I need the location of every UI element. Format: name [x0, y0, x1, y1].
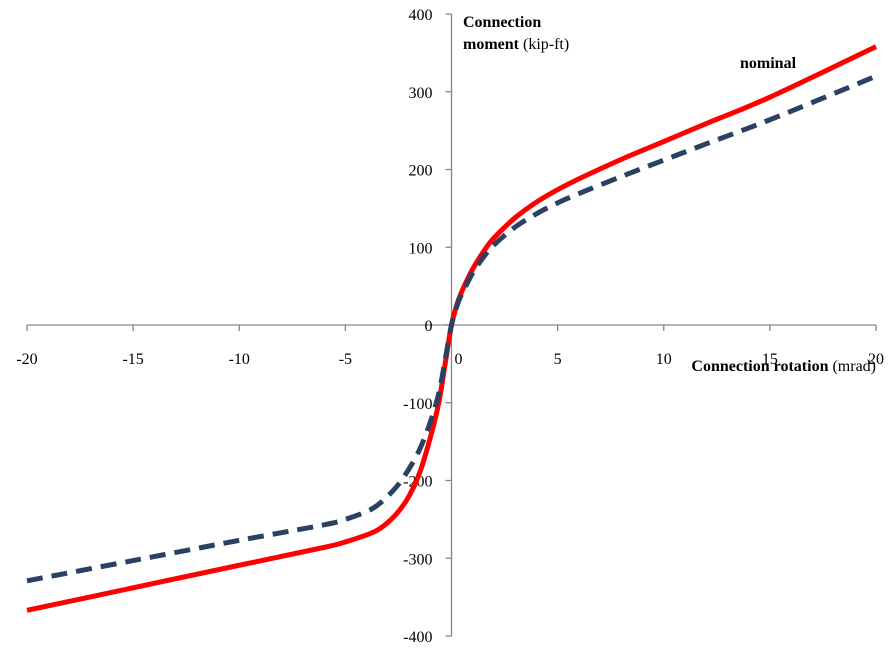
x-tick-label: 10: [656, 351, 672, 368]
y-tick-label: -400: [403, 629, 432, 646]
y-tick-label: 0: [425, 318, 433, 335]
x-tick-label: 20: [868, 351, 884, 368]
tick-labels: -20 -15 -10 -5 0 5 10 15 204003002001000-100-200…: [16, 7, 884, 646]
x-tick-label: -20: [16, 351, 37, 368]
series-line-dashed: [26, 73, 877, 584]
y-axis-title-bold: moment: [463, 36, 520, 53]
y-tick-label: 400: [409, 7, 433, 24]
x-tick-label: -5: [339, 351, 352, 368]
y-axis-title-unit: (kip-ft): [523, 36, 569, 53]
x-axis-title-unit: (mrad): [832, 358, 876, 375]
y-tick-label: 300: [409, 85, 433, 102]
y-tick-label: 200: [409, 163, 433, 180]
y-axis-title-line2: moment (kip-ft): [463, 36, 569, 53]
x-axis-title-bold: Connection rotation: [691, 358, 828, 375]
series-layer: [26, 44, 878, 613]
x-tick-label: 15: [762, 351, 778, 368]
y-axis-title-line1: Connection: [463, 14, 541, 31]
x-tick-label: 0: [455, 351, 463, 368]
y-tick-label: -100: [403, 396, 432, 413]
y-tick-label: 100: [409, 240, 433, 257]
axis-ticks: [26, 13, 877, 637]
x-tick-label: -10: [229, 351, 250, 368]
x-axis-title: Connection rotation (mrad): [691, 358, 876, 375]
x-tick-label: 5: [554, 351, 562, 368]
series-label-nominal: nominal: [740, 55, 797, 72]
y-tick-label: -300: [403, 551, 432, 568]
x-tick-label: -15: [122, 351, 143, 368]
